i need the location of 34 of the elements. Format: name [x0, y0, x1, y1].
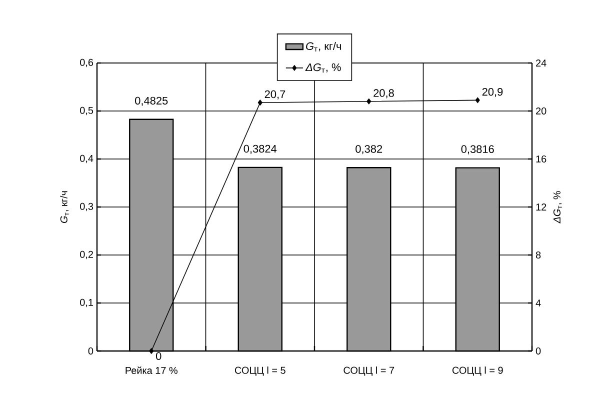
y-tick-label: 0 — [88, 347, 94, 355]
x-tick-label: СОЦЦ l = 5 — [234, 366, 286, 376]
point — [475, 97, 480, 104]
legend-label: G$_{т}$, кг/ч — [306, 42, 341, 52]
y-tick-label: 0,2 — [80, 250, 93, 260]
x-tick-label: СОЦЦ l = 9 — [452, 366, 503, 376]
point — [149, 348, 154, 354]
y2-tick-label: 0 — [536, 347, 541, 355]
data-label: 20,9 — [482, 88, 503, 98]
y-tick-label: 0,3 — [80, 202, 94, 212]
x-tick-label: Рейка 17 % — [126, 366, 178, 374]
y2-tick-label: 20 — [536, 107, 546, 115]
y2-axis-title: ΔG$_{т}$, % — [553, 191, 562, 224]
data-label: 0 — [156, 352, 162, 360]
y2-tick-label: 4 — [536, 300, 541, 306]
data-label: 20,8 — [374, 89, 394, 98]
point — [258, 100, 262, 106]
y-tick-label: 0,4 — [80, 154, 94, 164]
legend-label: ΔG$_{т}$, % — [305, 63, 341, 73]
data-label: 0,3824 — [244, 144, 277, 154]
y2-tick-label: 8 — [536, 251, 541, 259]
data-label: 0,3816 — [461, 145, 494, 154]
point — [366, 98, 372, 104]
y-axis-title: G$_{т}$, кг/ч — [60, 191, 69, 223]
y-tick-label: 0,5 — [80, 106, 94, 116]
y-tick-label: 0,6 — [80, 58, 94, 68]
y2-tick-label: 16 — [536, 155, 546, 163]
data-label: 0,382 — [356, 145, 382, 154]
data-label: 20,7 — [264, 90, 286, 100]
x-tick-label: СОЦЦ l = 7 — [344, 366, 394, 376]
y-tick-label: 0,1 — [80, 298, 93, 308]
y2-tick-label: 12 — [536, 204, 546, 210]
data-label: 0,4825 — [135, 96, 168, 106]
y2-tick-label: 24 — [536, 60, 546, 66]
